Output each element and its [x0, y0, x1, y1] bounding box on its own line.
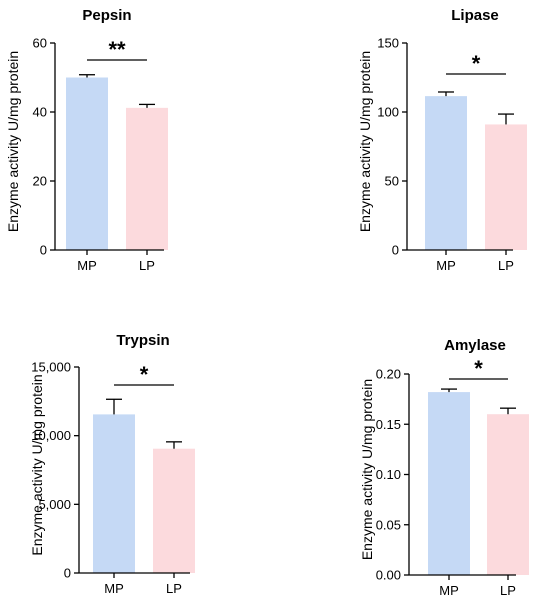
y-tick-label: 10,000 — [31, 428, 71, 443]
significance-label: ** — [108, 37, 126, 62]
bar-lp — [487, 414, 529, 575]
chart-panel-trypsin: Trypsin Enzyme activity U/mg protein MP LP 0… — [0, 300, 275, 600]
y-tick-label: 60 — [33, 36, 47, 51]
y-tick-label: 0.15 — [376, 417, 401, 432]
y-tick-label: 0 — [40, 243, 47, 258]
y-tick-label: 150 — [377, 36, 399, 51]
y-tick-label: 0 — [64, 566, 71, 581]
chart-panel-lipase: Lipase Enzyme activity U/mg protein MP LP 0 5… — [275, 0, 550, 300]
x-tick-label: LP — [500, 583, 516, 598]
y-tick-label: 20 — [33, 174, 47, 189]
chart-svg: Pepsin Enzyme activity U/mg protein MP LP 0 2… — [5, 7, 168, 273]
x-tick-label: LP — [139, 258, 155, 273]
chart-title: Trypsin — [116, 332, 169, 349]
bar-mp — [66, 77, 108, 250]
y-tick-label: 0.10 — [376, 467, 401, 482]
y-tick-label: 15,000 — [31, 360, 71, 375]
y-tick-label: 0.20 — [376, 367, 401, 382]
bar-mp — [425, 96, 467, 250]
x-tick-label: LP — [498, 258, 514, 273]
bar-mp — [93, 414, 135, 573]
bar-lp — [126, 107, 168, 250]
x-tick-label: MP — [104, 581, 124, 596]
significance-label: * — [474, 356, 483, 381]
x-tick-label: MP — [77, 258, 97, 273]
y-axis-label: Enzyme activity U/mg protein — [5, 51, 21, 232]
y-tick-label: 50 — [385, 174, 399, 189]
y-tick-label: 0.05 — [376, 517, 401, 532]
bar-lp — [153, 448, 195, 573]
y-axis-label: Enzyme activity U/mg protein — [29, 374, 45, 555]
chart-panel-amylase: Amylase Enzyme activity U/mg protein MP LP 0… — [275, 300, 550, 600]
bar-lp — [485, 124, 527, 250]
y-tick-label: 5,000 — [38, 497, 71, 512]
chart-title: Pepsin — [82, 7, 131, 24]
chart-svg: Lipase Enzyme activity U/mg protein MP LP 0 5… — [357, 7, 527, 273]
bar-mp — [428, 392, 470, 575]
x-tick-label: MP — [436, 258, 456, 273]
chart-svg: Trypsin Enzyme activity U/mg protein MP LP 0… — [29, 332, 195, 596]
y-tick-label: 40 — [33, 105, 47, 120]
chart-panel-pepsin: Pepsin Enzyme activity U/mg protein MP LP 0 2… — [0, 0, 275, 300]
y-tick-label: 100 — [377, 105, 399, 120]
significance-label: * — [140, 362, 149, 387]
chart-svg: Amylase Enzyme activity U/mg protein MP LP 0… — [359, 337, 529, 598]
chart-title: Lipase — [451, 7, 499, 24]
x-tick-label: LP — [166, 581, 182, 596]
x-tick-label: MP — [439, 583, 459, 598]
y-tick-label: 0 — [392, 243, 399, 258]
y-axis-label: Enzyme activity U/mg protein — [359, 379, 375, 560]
significance-label: * — [472, 51, 481, 76]
y-tick-label: 0.00 — [376, 568, 401, 583]
chart-title: Amylase — [444, 337, 506, 354]
y-axis-label: Enzyme activity U/mg protein — [357, 51, 373, 232]
